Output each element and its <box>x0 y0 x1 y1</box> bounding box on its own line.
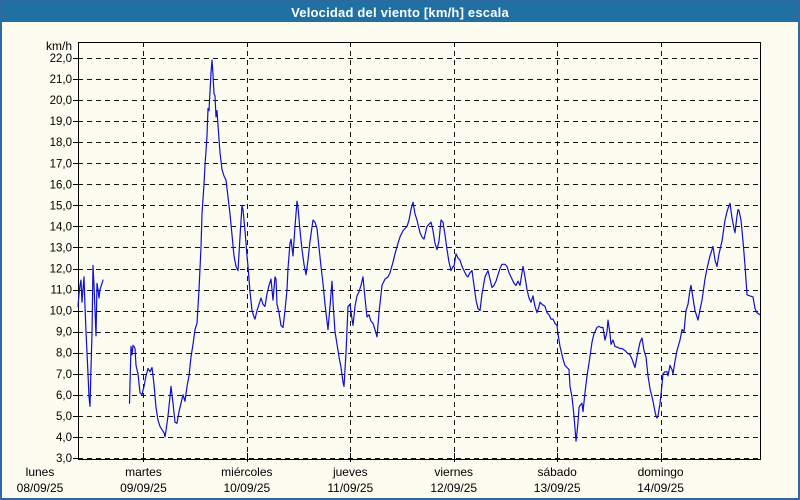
gridlines <box>78 42 760 459</box>
day-date-label: 10/09/25 <box>224 481 271 495</box>
y-tick-label: 12,0 <box>50 264 72 276</box>
y-tick-label: 10,0 <box>50 306 72 318</box>
y-tick-label: 22,0 <box>50 53 72 65</box>
y-tick-label: 15,0 <box>50 200 72 212</box>
day-date-label: 11/09/25 <box>327 481 373 495</box>
y-tick-label: 21,0 <box>50 74 72 86</box>
y-tick-label: 4,0 <box>56 432 72 444</box>
day-name-label: viernes <box>434 465 473 479</box>
y-tick-label: 6,0 <box>56 390 72 402</box>
chart-area: 22,0 21,0 20,0 19,0 18,0 17,0 16,0 15,0 14,0 13,0… <box>2 22 798 498</box>
day-name-label: jueves <box>332 465 368 479</box>
day-date-label: 13/09/25 <box>534 481 581 495</box>
y-tick-label: 16,0 <box>50 179 72 191</box>
y-tick-label: 3,0 <box>56 453 72 465</box>
day-date-label: 08/09/25 <box>17 481 64 495</box>
day-date-label: 14/09/25 <box>637 481 684 495</box>
y-tick-label: 9,0 <box>56 327 72 339</box>
y-tick-label: 8,0 <box>56 348 72 360</box>
day-date-label: 09/09/25 <box>120 481 167 495</box>
window-title: Velocidad del viento [km/h] escala <box>2 2 798 22</box>
day-name-label: lunes <box>26 465 55 479</box>
y-tick-label: 18,0 <box>50 137 72 149</box>
y-tick-label: 13,0 <box>50 242 72 254</box>
x-axis-labels: lunes 08/09/25 martes 09/09/25 miércoles 10/0… <box>17 465 685 495</box>
y-axis-unit-label: km/h <box>46 39 72 53</box>
y-tick-label: 11,0 <box>50 285 72 297</box>
y-tick-label: 5,0 <box>56 411 72 423</box>
axis-ticks <box>73 42 662 462</box>
day-name-label: domingo <box>638 465 684 479</box>
series-segment <box>77 264 104 407</box>
wind-speed-line-chart: 22,0 21,0 20,0 19,0 18,0 17,0 16,0 15,0 14,0 13,0… <box>17 39 761 495</box>
y-tick-label: 14,0 <box>50 221 72 233</box>
y-axis-labels: 22,0 21,0 20,0 19,0 18,0 17,0 16,0 15,0 14,0 13,0… <box>46 39 72 465</box>
series-segment <box>128 59 761 442</box>
y-tick-label: 7,0 <box>56 369 72 381</box>
day-name-label: martes <box>125 465 162 479</box>
y-tick-label: 19,0 <box>50 116 72 128</box>
day-name-label: sábado <box>537 465 577 479</box>
wind-speed-series <box>77 59 761 442</box>
day-date-label: 12/09/25 <box>430 481 477 495</box>
y-tick-label: 20,0 <box>50 95 72 107</box>
day-name-label: miércoles <box>221 465 272 479</box>
y-tick-label: 17,0 <box>50 158 72 170</box>
plot-frame <box>78 42 761 460</box>
